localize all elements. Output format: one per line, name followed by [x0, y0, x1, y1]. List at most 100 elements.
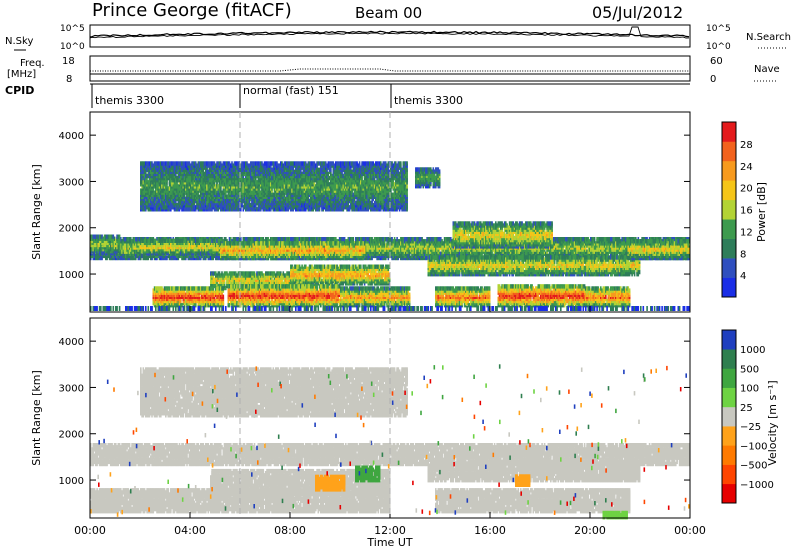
- velocity-ytick-label-0: 4000: [59, 337, 84, 348]
- velocity-colorbar-cell-8: [722, 330, 736, 350]
- power-colorbar-tick-4: 12: [740, 227, 753, 238]
- xtick-label-5: 20:00: [574, 524, 606, 537]
- power-colorbar-cell-7: [722, 141, 736, 161]
- power-colorbar-cell-0: [722, 278, 736, 298]
- power-band-12: [428, 255, 641, 276]
- velocity-ytick-label-3: 1000: [59, 476, 84, 487]
- freq-tick-bottom: 8: [66, 74, 72, 85]
- power-y-axis-label: Slant Range [km]: [30, 164, 43, 260]
- velocity-colorbar-cell-6: [722, 368, 736, 388]
- freq-label-line2: [MHz]: [7, 69, 36, 80]
- xtick-label-6: 00:00: [674, 524, 706, 537]
- noise-left-label: N.Sky: [5, 36, 33, 47]
- power-band-16: [415, 167, 440, 188]
- freq-label-line1: Freq.: [20, 58, 45, 69]
- nave-trace: [90, 69, 690, 71]
- velocity-colorbar-cell-4: [722, 407, 736, 427]
- power-colorbar-cell-2: [722, 239, 736, 259]
- power-panel: 4000 3000 2000 1000 Slant Range [km] 28 24 20…: [30, 112, 768, 312]
- noise-left-tick-bottom: 10^0: [60, 42, 85, 52]
- power-band-6: [153, 286, 225, 307]
- power-colorbar-tick-5: 8: [740, 249, 746, 260]
- velocity-ytick-label-2: 2000: [59, 430, 84, 441]
- power-colorbar-cell-5: [722, 180, 736, 200]
- velocity-colorbar-cell-5: [722, 388, 736, 408]
- nave-tick-top: 60: [710, 56, 723, 67]
- power-band-10: [498, 284, 586, 307]
- velocity-band-4: [428, 461, 641, 482]
- velocity-colorbar-cell-1: [722, 465, 736, 485]
- freq-panel-frame: [90, 56, 690, 81]
- power-colorbar-tick-2: 20: [740, 184, 753, 195]
- freq-tick-top: 18: [62, 56, 75, 67]
- velocity-colorbar-tick-7: −1000: [740, 480, 774, 491]
- cpid-panel: CPID themis 3300 normal (fast) 151 themi…: [5, 84, 690, 108]
- velocity-band-5: [140, 367, 408, 417]
- power-colorbar-label: Power [dB]: [755, 182, 768, 242]
- power-band-1: [90, 235, 120, 256]
- power-colorbar-cell-4: [722, 200, 736, 220]
- power-ytick-label-0: 4000: [59, 131, 84, 142]
- noise-right-label: N.Search: [746, 32, 791, 43]
- noise-right-tick-top: 10^5: [706, 24, 731, 34]
- power-colorbar-cell-1: [722, 258, 736, 278]
- velocity-colorbar-cell-0: [722, 484, 736, 504]
- station-title: Prince George (fitACF): [92, 0, 292, 21]
- power-band-13: [453, 221, 553, 248]
- noise-right-tick-bottom: 10^0: [706, 42, 731, 52]
- velocity-band-8: [515, 474, 530, 487]
- beam-label: Beam 00: [355, 4, 422, 22]
- power-colorbar-tick-6: 4: [740, 271, 746, 282]
- power-band-11: [585, 286, 630, 307]
- superdarn-rti-plot: Prince George (fitACF) Beam 00 05/Jul/20…: [0, 0, 800, 554]
- velocity-colorbar-tick-0: 1000: [740, 345, 765, 356]
- power-band-14: [628, 239, 691, 260]
- velocity-colorbar-tick-2: 100: [740, 384, 759, 395]
- power-band-8: [340, 286, 410, 307]
- power-colorbar-cell-6: [722, 161, 736, 181]
- velocity-y-axis-label: Slant Range [km]: [30, 370, 43, 466]
- velocity-colorbar-tick-6: −500: [740, 461, 767, 472]
- power-colorbar-tick-1: 24: [740, 162, 753, 173]
- cpid-segment-3: themis 3300: [394, 94, 463, 107]
- velocity-colorbar-tick-5: −100: [740, 441, 767, 452]
- date-label: 05/Jul/2012: [592, 3, 683, 22]
- cpid-label: CPID: [5, 84, 34, 97]
- power-colorbar-tick-3: 16: [740, 206, 753, 217]
- noise-panel: N.Sky 10^5 10^0 10^5 10^0 N.Search: [5, 24, 791, 52]
- power-ytick-label-1: 3000: [59, 177, 84, 188]
- power-colorbar-cell-8: [722, 122, 736, 142]
- rti-plot-canvas: Prince George (fitACF) Beam 00 05/Jul/20…: [0, 0, 800, 554]
- nave-tick-bottom: 0: [710, 74, 716, 85]
- power-band-3: [220, 241, 365, 260]
- velocity-colorbar-label: Velocity [m s⁻¹]: [766, 380, 779, 465]
- power-colorbar: 28 24 20 16 12 8 4: [722, 122, 753, 297]
- velocity-band-6: [315, 475, 345, 492]
- velocity-colorbar-tick-3: 25: [740, 403, 753, 414]
- power-ytick-label-3: 1000: [59, 270, 84, 281]
- power-band-7: [228, 284, 341, 307]
- velocity-panel: 4000 3000 2000 1000 Slant Range [km] 1000 50…: [30, 318, 779, 519]
- power-ytick-label-2: 2000: [59, 224, 84, 235]
- xtick-label-4: 16:00: [474, 524, 506, 537]
- noise-left-tick-top: 10^5: [60, 24, 85, 34]
- power-band-9: [435, 286, 490, 307]
- velocity-colorbar-cell-2: [722, 445, 736, 465]
- power-band-15: [140, 161, 408, 211]
- xtick-label-1: 04:00: [174, 524, 206, 537]
- cpid-segment-1: themis 3300: [95, 94, 164, 107]
- cpid-segment-2: normal (fast) 151: [243, 84, 339, 97]
- velocity-colorbar-cell-7: [722, 349, 736, 369]
- velocity-colorbar-tick-1: 500: [740, 364, 759, 375]
- velocity-ytick-label-1: 3000: [59, 383, 84, 394]
- xtick-label-0: 00:00: [74, 524, 106, 537]
- velocity-colorbar-tick-4: −25: [740, 422, 761, 433]
- nave-label: Nave: [754, 64, 780, 75]
- freq-panel: Freq. [MHz] 18 8 60 0 Nave: [7, 56, 780, 85]
- velocity-colorbar-cell-3: [722, 426, 736, 446]
- power-colorbar-tick-0: 28: [740, 140, 753, 151]
- velocity-band-2: [435, 488, 630, 513]
- power-colorbar-cell-3: [722, 219, 736, 239]
- time-axis-label: Time UT: [366, 536, 412, 549]
- power-band-5: [290, 265, 390, 286]
